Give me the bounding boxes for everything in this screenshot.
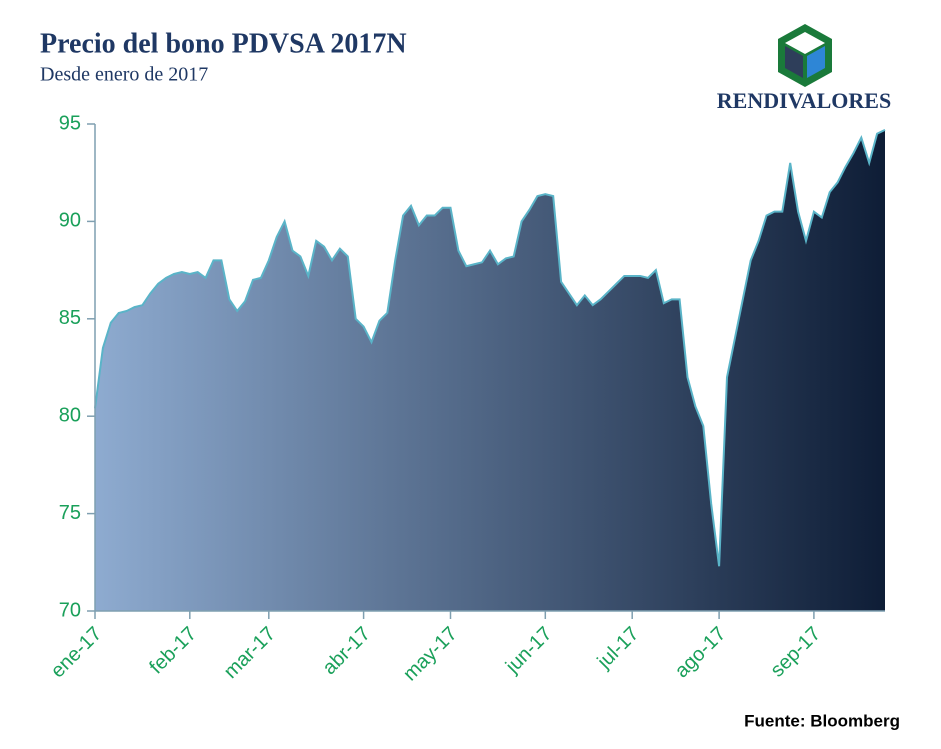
x-tick-label: jul-17	[593, 623, 644, 674]
logo-icon	[778, 24, 832, 87]
x-tick-label: sep-17	[766, 623, 825, 682]
area	[95, 129, 885, 611]
x-tick-label: ago-17	[671, 623, 731, 683]
line	[94, 128, 886, 567]
y-tick-label: 75	[59, 502, 81, 524]
x-tick-label: may-17	[399, 623, 462, 686]
y-tick-label: 70	[59, 599, 81, 621]
x-tick-label: abr-17	[318, 623, 374, 679]
source: Fuente: Bloomberg	[744, 711, 900, 730]
x-tick-label: feb-17	[145, 623, 201, 679]
y-tick-label: 80	[59, 404, 81, 426]
chart-subtitle: Desde enero de 2017	[40, 64, 208, 86]
x-tick-label: ene-17	[47, 623, 107, 683]
y-tick-label: 95	[59, 112, 81, 134]
x-tick-label: mar-17	[220, 623, 280, 683]
brand: RENDIVALORES	[717, 88, 891, 113]
y-tick-label: 90	[59, 210, 81, 232]
y-tick-label: 85	[59, 307, 81, 329]
chart-title: Precio del bono PDVSA 2017N	[40, 28, 407, 59]
x-tick-label: jun-17	[501, 623, 557, 679]
